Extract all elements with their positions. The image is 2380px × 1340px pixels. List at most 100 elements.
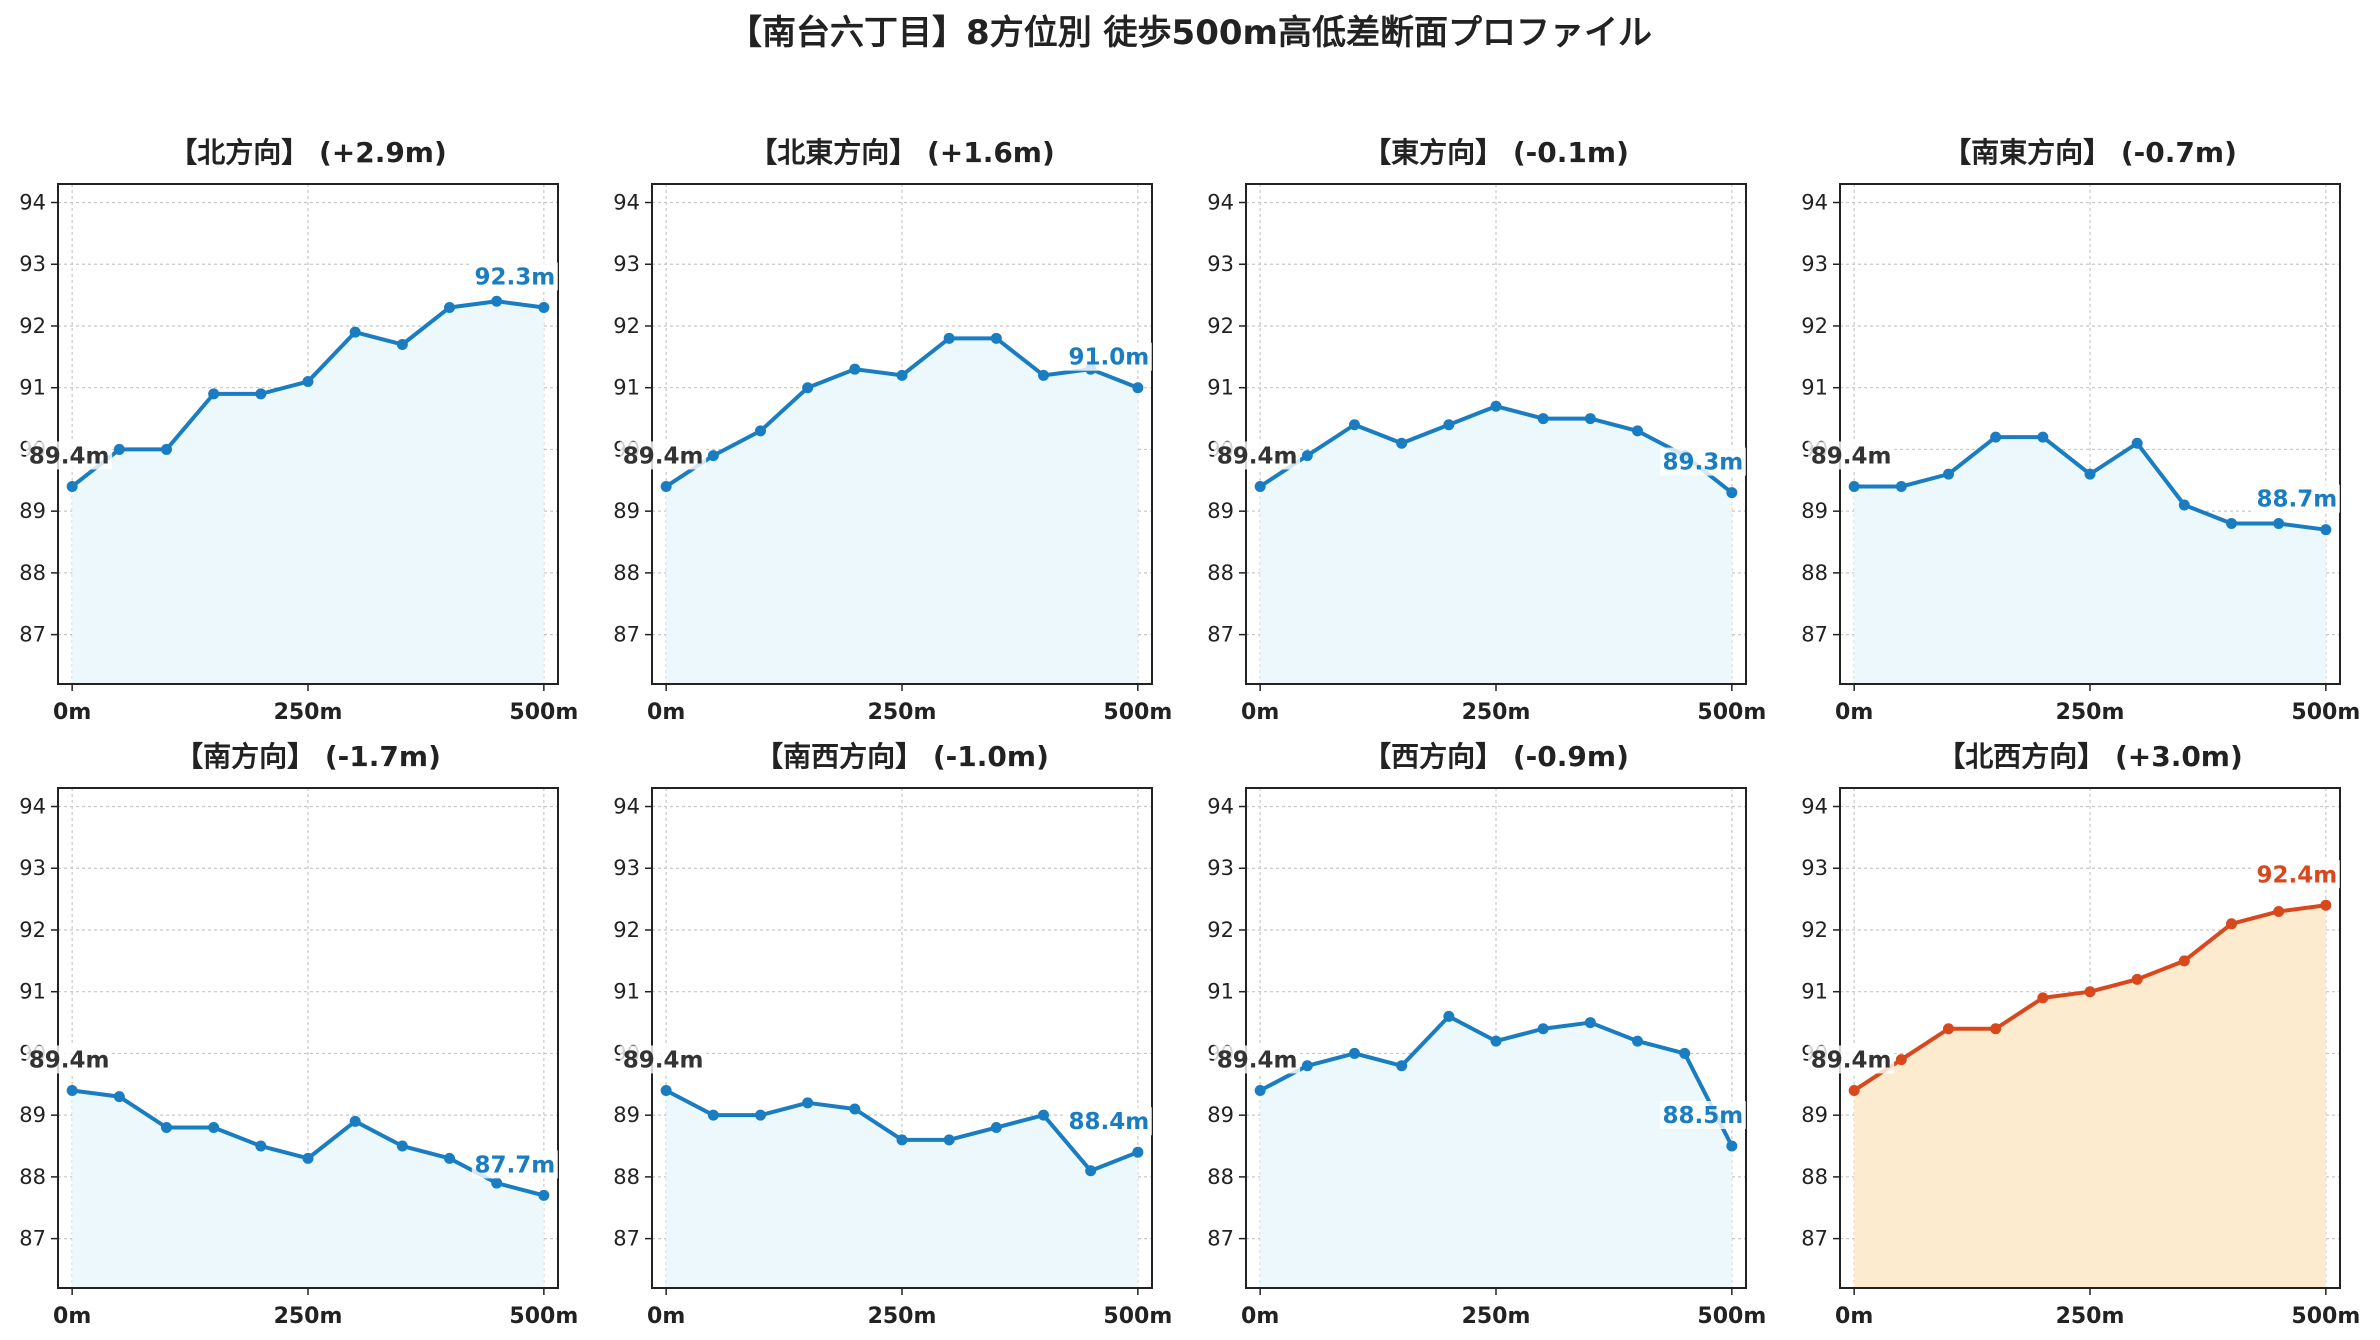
data-point bbox=[1085, 1165, 1097, 1177]
start-label-bg bbox=[620, 1045, 707, 1074]
y-tick-label: 94 bbox=[19, 795, 46, 819]
y-tick-label: 93 bbox=[19, 856, 46, 880]
data-point bbox=[2226, 918, 2238, 930]
y-tick-label: 89 bbox=[1801, 499, 1828, 523]
data-point bbox=[943, 332, 955, 344]
y-tick-label: 87 bbox=[1207, 623, 1234, 647]
y-tick-label: 87 bbox=[613, 623, 640, 647]
data-point bbox=[802, 382, 814, 394]
data-point bbox=[660, 1084, 672, 1096]
y-tick-label: 87 bbox=[1207, 1227, 1234, 1251]
x-tick-label: 500m bbox=[1103, 700, 1172, 725]
end-label: 88.5m bbox=[1662, 1103, 1743, 1129]
x-tick-label: 0m bbox=[53, 700, 91, 725]
data-point bbox=[754, 1109, 766, 1121]
end-label: 87.7m bbox=[474, 1152, 555, 1178]
end-label: 88.4m bbox=[1068, 1109, 1149, 1135]
y-tick-label: 94 bbox=[613, 191, 640, 215]
end-label: 89.3m bbox=[1662, 450, 1743, 476]
data-point bbox=[160, 443, 172, 455]
y-tick-label: 89 bbox=[19, 499, 46, 523]
area-fill bbox=[1854, 437, 2326, 684]
data-point bbox=[660, 480, 672, 492]
end-label-bg bbox=[1065, 1107, 1152, 1136]
data-point bbox=[1632, 425, 1644, 437]
data-point bbox=[2084, 468, 2096, 480]
data-point bbox=[2273, 905, 2285, 917]
data-point bbox=[849, 363, 861, 375]
end-label-bg bbox=[2253, 484, 2340, 513]
y-tick-label: 87 bbox=[1801, 623, 1828, 647]
end-label-bg bbox=[1065, 342, 1152, 371]
y-tick-label: 88 bbox=[19, 561, 46, 585]
chart-panel-0: 87888990919293940m250m500m【北方向】 (+2.9m)8… bbox=[19, 136, 578, 725]
y-tick-label: 92 bbox=[19, 314, 46, 338]
y-tick-label: 89 bbox=[1801, 1103, 1828, 1127]
data-point bbox=[255, 388, 267, 400]
data-point bbox=[1038, 1109, 1050, 1121]
y-tick-label: 89 bbox=[1207, 499, 1234, 523]
start-label-bg bbox=[26, 441, 113, 470]
end-label-bg bbox=[471, 1150, 558, 1179]
panel-title: 【西方向】 (-0.9m) bbox=[1363, 740, 1629, 773]
data-point bbox=[1443, 419, 1455, 431]
data-point bbox=[754, 425, 766, 437]
x-tick-label: 250m bbox=[274, 700, 343, 725]
start-label: 89.4m bbox=[1217, 1047, 1298, 1073]
end-label-bg bbox=[471, 262, 558, 291]
data-point bbox=[2320, 899, 2332, 911]
data-point bbox=[943, 1134, 955, 1146]
y-tick-label: 91 bbox=[1801, 376, 1828, 400]
data-point bbox=[1679, 1047, 1691, 1059]
page-title: 【南台六丁目】8方位別 徒歩500m高低差断面プロファイル bbox=[728, 13, 1652, 53]
area-fill bbox=[72, 301, 544, 684]
data-point bbox=[2226, 518, 2238, 530]
y-tick-label: 91 bbox=[19, 376, 46, 400]
start-label-bg bbox=[1808, 441, 1895, 470]
panel-title: 【北東方向】 (+1.6m) bbox=[749, 136, 1055, 169]
y-tick-label: 92 bbox=[613, 918, 640, 942]
data-point bbox=[113, 443, 125, 455]
y-tick-label: 91 bbox=[1801, 980, 1828, 1004]
end-label: 92.4m bbox=[2256, 862, 2337, 888]
panel-title: 【南方向】 (-1.7m) bbox=[175, 740, 441, 773]
chart-panel-6: 87888990919293940m250m500m【西方向】 (-0.9m)8… bbox=[1207, 740, 1766, 1329]
data-point bbox=[2084, 986, 2096, 998]
y-tick-label: 93 bbox=[1207, 856, 1234, 880]
area-fill bbox=[1854, 905, 2326, 1288]
data-point bbox=[896, 369, 908, 381]
y-tick-label: 91 bbox=[19, 980, 46, 1004]
x-tick-label: 250m bbox=[868, 1304, 937, 1329]
data-point bbox=[1895, 480, 1907, 492]
data-point bbox=[349, 326, 361, 338]
y-tick-label: 93 bbox=[613, 856, 640, 880]
start-label: 89.4m bbox=[29, 443, 110, 469]
data-point bbox=[302, 376, 314, 388]
data-point bbox=[990, 1122, 1002, 1134]
y-tick-label: 92 bbox=[19, 918, 46, 942]
area-fill bbox=[72, 1090, 544, 1288]
y-tick-label: 87 bbox=[19, 1227, 46, 1251]
x-tick-label: 0m bbox=[1835, 1304, 1873, 1329]
x-tick-label: 250m bbox=[1462, 700, 1531, 725]
data-point bbox=[1254, 1084, 1266, 1096]
x-tick-label: 0m bbox=[53, 1304, 91, 1329]
x-tick-label: 500m bbox=[2291, 700, 2360, 725]
data-point bbox=[1895, 1054, 1907, 1066]
y-tick-label: 89 bbox=[19, 1103, 46, 1127]
y-tick-label: 93 bbox=[1801, 252, 1828, 276]
y-tick-label: 94 bbox=[19, 191, 46, 215]
end-label-bg bbox=[1659, 447, 1746, 476]
end-label: 91.0m bbox=[1068, 345, 1149, 371]
y-tick-label: 88 bbox=[1207, 1165, 1234, 1189]
data-point bbox=[802, 1097, 814, 1109]
start-label: 89.4m bbox=[623, 1047, 704, 1073]
y-tick-label: 87 bbox=[1801, 1227, 1828, 1251]
end-label-bg bbox=[2253, 860, 2340, 889]
data-point bbox=[1726, 487, 1738, 499]
data-point bbox=[444, 301, 456, 313]
start-label-bg bbox=[26, 1045, 113, 1074]
y-tick-label: 91 bbox=[1207, 980, 1234, 1004]
data-point bbox=[538, 1189, 550, 1201]
y-tick-label: 94 bbox=[1801, 191, 1828, 215]
